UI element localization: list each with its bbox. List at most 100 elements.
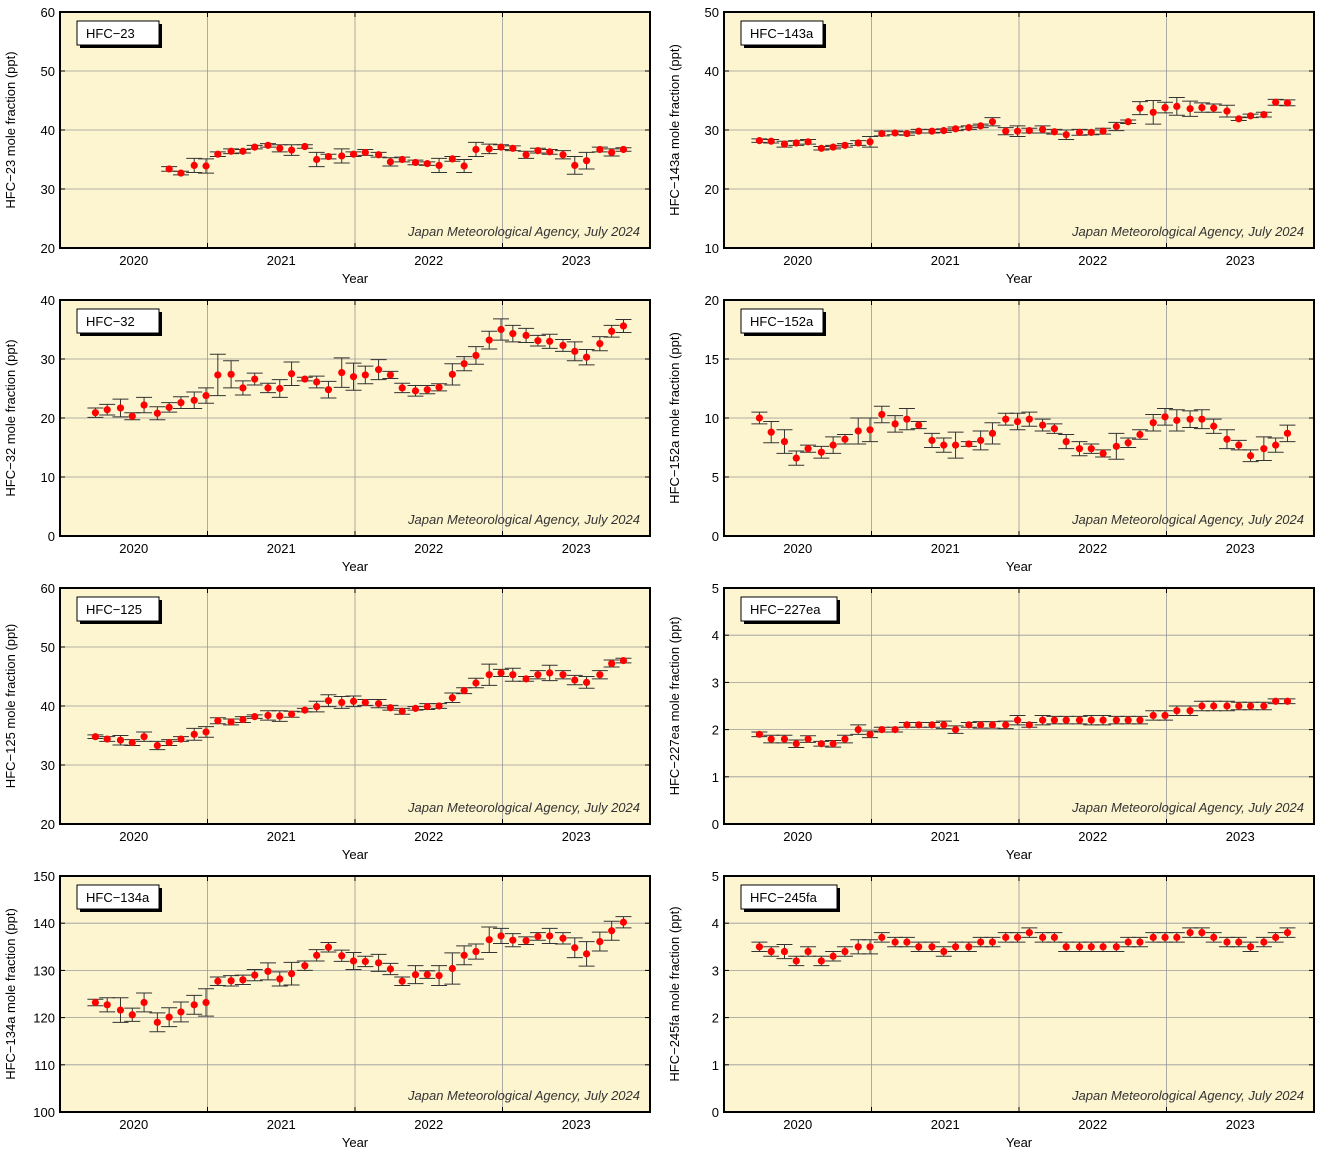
data-point — [767, 137, 775, 145]
data-point — [1198, 103, 1206, 112]
data-point — [287, 370, 296, 378]
data-point — [375, 959, 383, 967]
data-point — [534, 337, 542, 345]
data-point — [866, 730, 874, 738]
data-point — [411, 158, 420, 167]
data-point — [1136, 104, 1144, 112]
data-point — [546, 148, 554, 156]
data-point — [1149, 933, 1157, 941]
x-tick-label: 2023 — [562, 253, 591, 268]
data-point — [1124, 938, 1132, 946]
y-tick-label: 20 — [705, 182, 719, 197]
data-point — [1013, 716, 1022, 724]
data-point — [202, 998, 210, 1007]
data-point — [423, 702, 431, 711]
x-tick-label: 2023 — [562, 829, 591, 844]
data-point — [227, 147, 235, 155]
y-tick-label: 0 — [712, 529, 719, 544]
data-point — [509, 671, 517, 679]
data-point — [472, 145, 480, 154]
data-point — [214, 717, 222, 725]
data-point — [485, 936, 493, 944]
data-point — [951, 125, 960, 133]
label-box — [740, 596, 838, 622]
data-point — [313, 378, 321, 386]
data-point — [338, 952, 346, 960]
data-point — [140, 998, 148, 1007]
chart-panel: 20 30 40 50 60 2020 2021 2022 2023 Year HFC−125 mo… — [3, 581, 651, 862]
data-point — [1149, 108, 1157, 116]
chart-panel: 0 1 2 3 4 5 2020 2021 2022 2023 Year HFC−245fa mole… — [667, 869, 1315, 1150]
data-point — [411, 387, 420, 395]
data-point — [582, 678, 591, 687]
data-point — [878, 933, 886, 941]
data-point — [338, 698, 346, 707]
data-point — [1173, 933, 1181, 941]
data-point — [1149, 419, 1157, 427]
data-point — [287, 710, 296, 718]
y-tick-label: 2 — [712, 723, 719, 738]
data-point — [1112, 442, 1120, 450]
data-point — [977, 721, 985, 729]
x-tick-label: 2022 — [414, 829, 443, 844]
plot-frame — [723, 875, 1315, 1113]
data-point — [1161, 711, 1169, 720]
data-point — [1112, 716, 1120, 724]
y-tick-label: 20 — [705, 293, 719, 308]
data-point — [313, 951, 321, 959]
data-point — [780, 735, 789, 743]
x-tick-label: 2023 — [1226, 253, 1255, 268]
label-box — [76, 308, 160, 334]
chart-panel: 0 10 20 30 40 2020 2021 2022 2023 Year HFC−32 mole… — [3, 293, 651, 574]
series-label: HFC−227ea — [750, 602, 821, 617]
chart-panel: 100 110 120 130 140 150 2020 2021 2022 2023 Year HF… — [3, 869, 651, 1150]
data-point — [324, 697, 333, 705]
data-point — [386, 371, 394, 379]
data-point — [1087, 445, 1095, 453]
y-tick-label: 30 — [41, 182, 55, 197]
data-point — [1246, 112, 1255, 120]
data-point — [1136, 430, 1144, 439]
data-point — [264, 967, 272, 975]
data-point — [988, 938, 997, 946]
data-point — [940, 441, 948, 449]
data-point — [915, 721, 923, 729]
data-point — [497, 325, 505, 334]
data-point — [965, 440, 973, 448]
credit-text: Japan Meteorological Agency, July 2024 — [407, 800, 640, 815]
data-point — [1112, 122, 1120, 131]
data-point — [546, 669, 554, 677]
data-point — [1283, 99, 1292, 107]
data-point — [509, 144, 517, 152]
y-tick-label: 2 — [712, 1011, 719, 1026]
plot-frame — [59, 587, 651, 825]
y-axis-label: HFC−23 mole fraction (ppt) — [3, 51, 18, 208]
data-point — [472, 947, 480, 956]
data-point — [940, 126, 948, 135]
data-point — [276, 144, 284, 152]
data-point — [1075, 445, 1084, 453]
x-axis-label: Year — [342, 847, 369, 862]
data-point — [608, 327, 616, 335]
data-point — [264, 141, 272, 149]
data-point — [619, 322, 628, 330]
data-point — [177, 1008, 185, 1016]
data-point — [608, 927, 616, 935]
data-point — [128, 738, 136, 747]
data-point — [559, 151, 567, 159]
data-point — [324, 386, 333, 394]
data-point — [485, 336, 493, 344]
data-point — [177, 735, 185, 743]
x-axis-label: Year — [342, 559, 369, 574]
data-point — [792, 957, 800, 965]
data-point — [313, 155, 321, 164]
data-point — [227, 977, 235, 985]
data-point — [951, 726, 960, 734]
data-point — [287, 146, 296, 154]
data-point — [177, 399, 185, 407]
data-point — [878, 410, 886, 419]
data-point — [1075, 716, 1084, 724]
data-point — [571, 944, 579, 952]
data-point — [940, 721, 948, 729]
